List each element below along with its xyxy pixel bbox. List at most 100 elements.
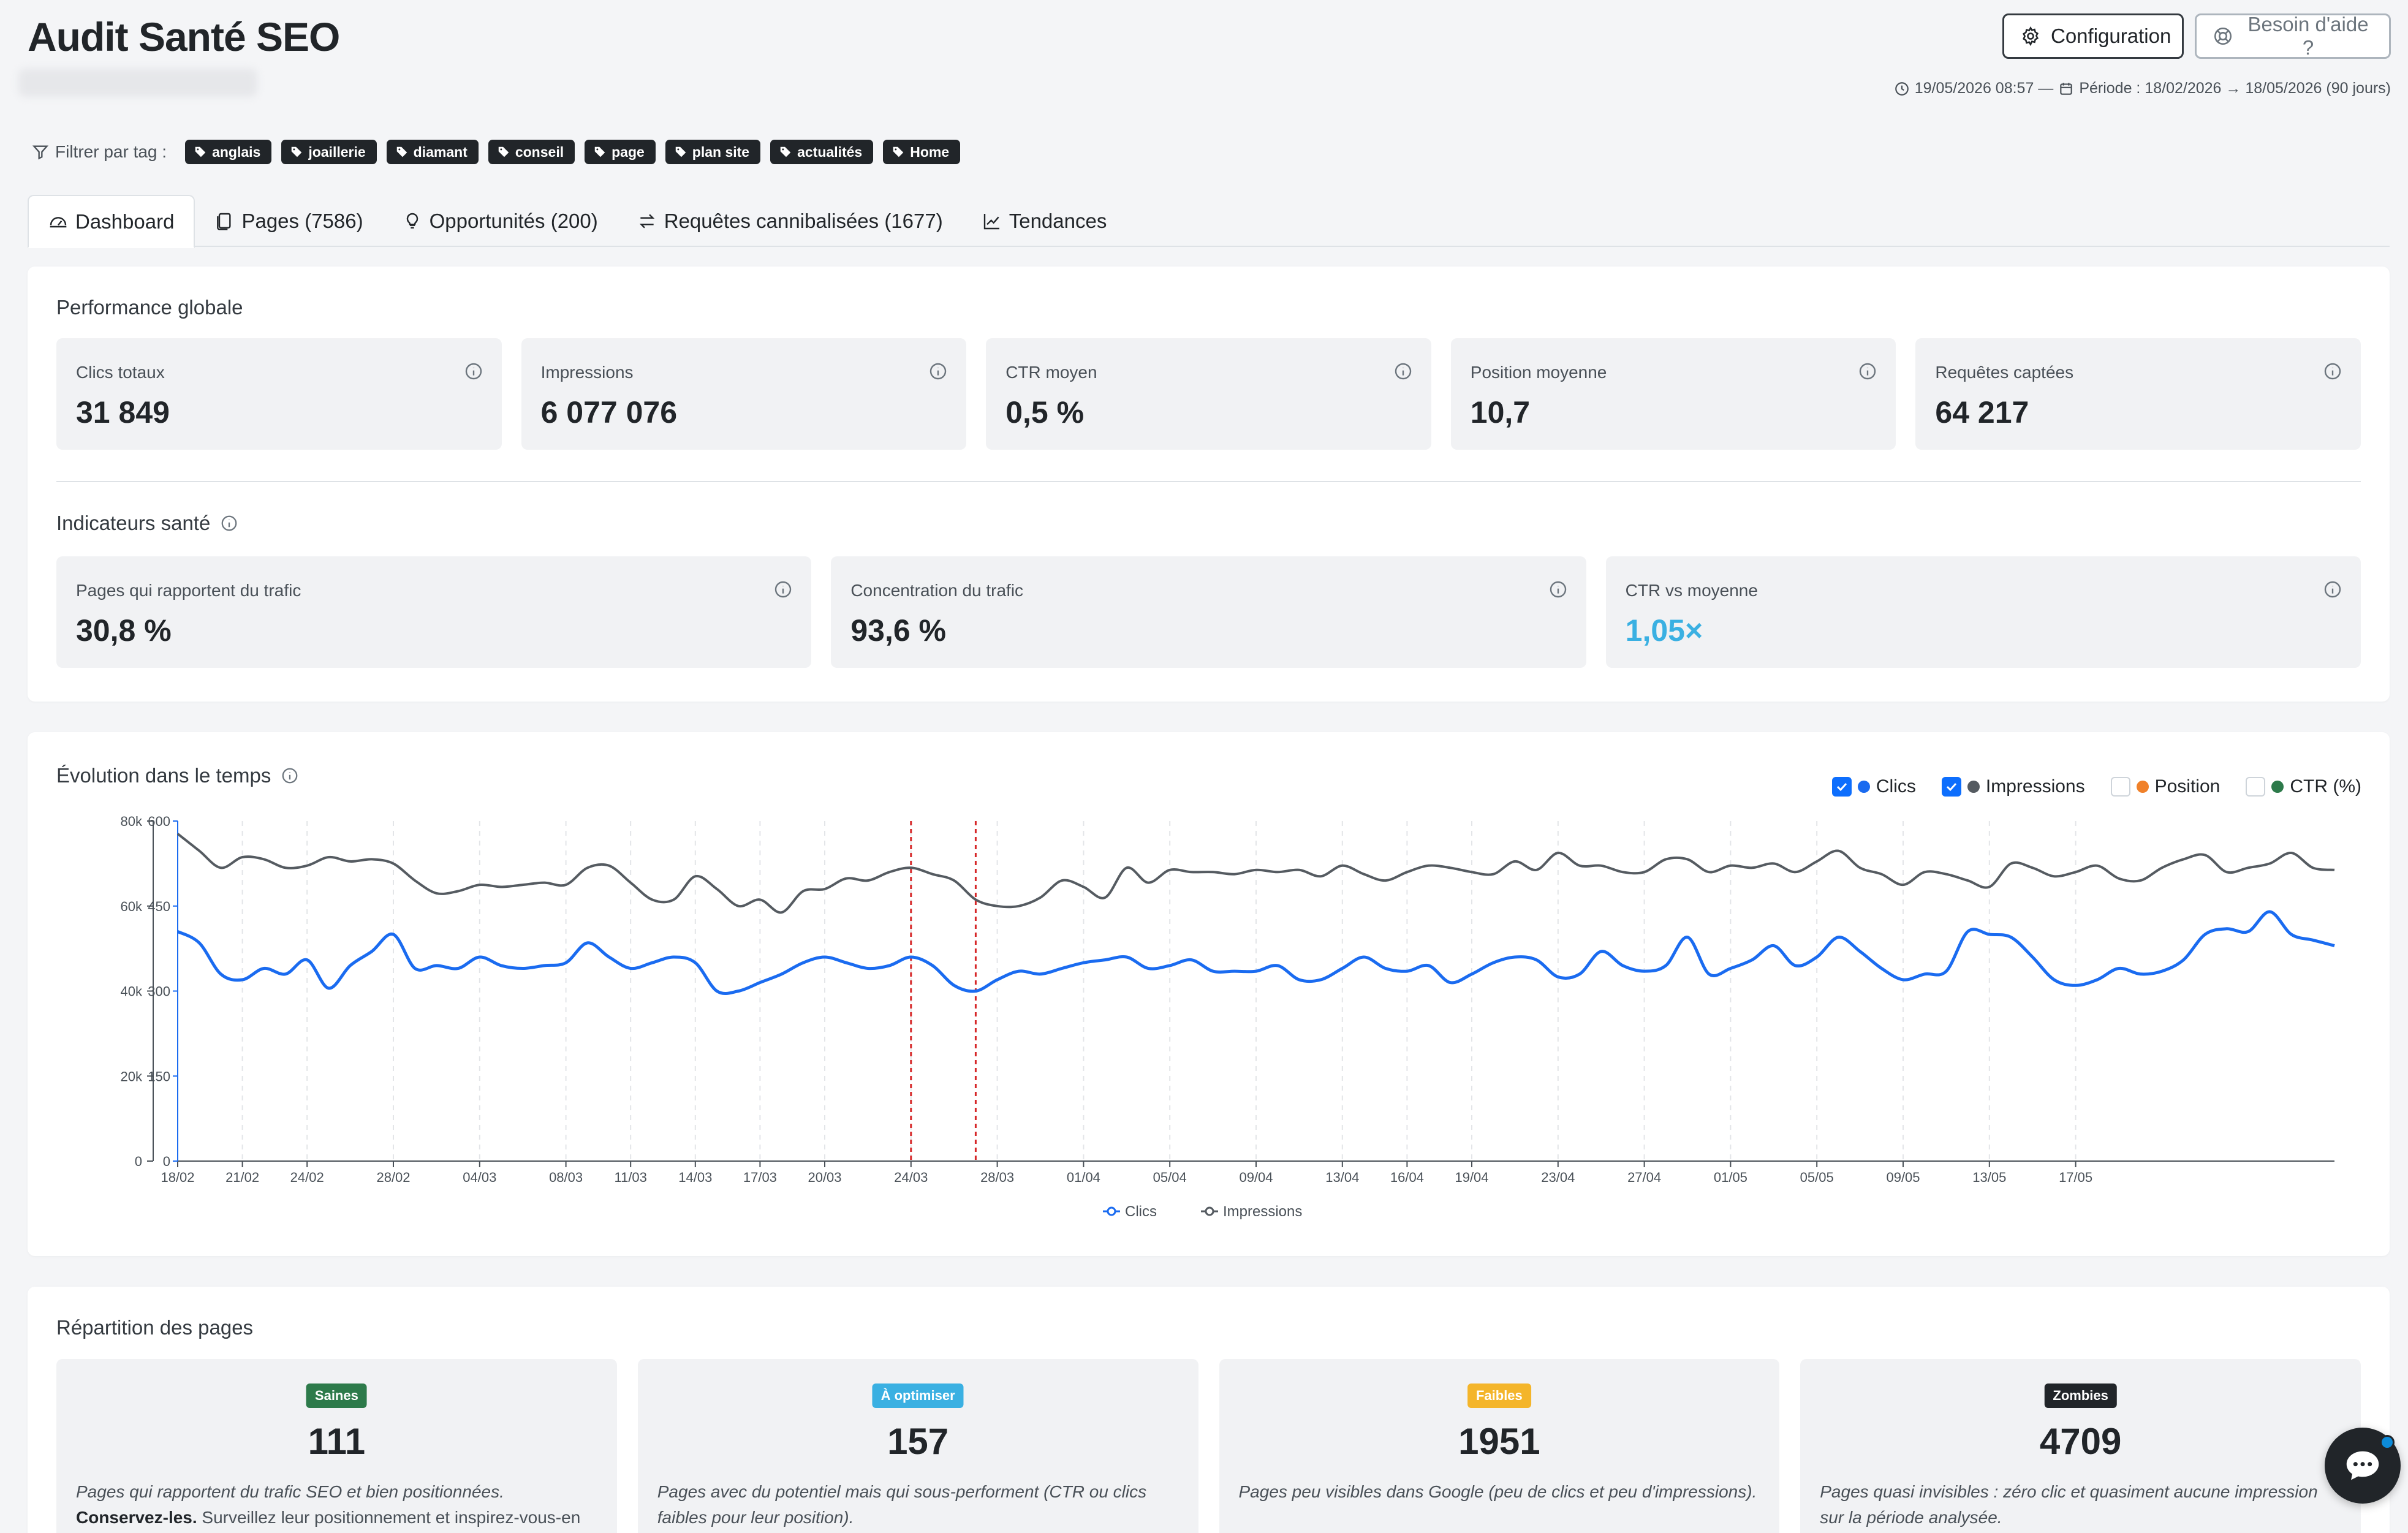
funnel-icon — [32, 145, 49, 160]
x-tick-label: 24/03 — [894, 1170, 928, 1185]
tag-label: actualités — [797, 143, 863, 160]
tab-label: Tendances — [1009, 209, 1107, 232]
distribution-title: Répartition des pages — [56, 1316, 254, 1339]
y-left-tick-label: 0 — [135, 1154, 142, 1169]
performance-title: Performance globale — [56, 296, 243, 319]
series-color-dot — [2271, 781, 2284, 793]
tag-chip[interactable]: anglais — [185, 140, 272, 164]
x-tick-label: 21/02 — [225, 1170, 259, 1185]
tag-list: anglais joaillerie diamant conseil page plan … — [185, 140, 961, 164]
tag-icon — [594, 146, 605, 157]
series-line-impressions — [176, 833, 2335, 914]
tag-chip[interactable]: page — [585, 140, 656, 164]
dist-card-faibles: Faibles 1951 Pages peu visibles dans Googl… — [1219, 1359, 1780, 1533]
card-description: Pages avec du potentiel mais qui sous-pe… — [657, 1479, 1179, 1531]
info-icon[interactable] — [1393, 361, 1413, 381]
series-color-dot — [2136, 781, 2149, 793]
info-icon[interactable] — [281, 766, 299, 785]
filter-label: Filtrer par tag : — [32, 142, 167, 162]
description-text: Pages qui rapportent du trafic SEO et bi… — [76, 1482, 504, 1501]
kpi-label: Pages qui rapportent du trafic — [76, 581, 301, 600]
info-icon[interactable] — [2323, 580, 2342, 599]
info-icon[interactable] — [2323, 361, 2342, 381]
toggle-label: CTR (%) — [2290, 776, 2361, 797]
tab-pages[interactable]: Pages (7586) — [195, 195, 382, 247]
tag-label: page — [611, 143, 645, 160]
x-tick-label: 17/05 — [2059, 1170, 2092, 1185]
tab-opportunites[interactable]: Opportunités (200) — [383, 195, 618, 247]
chart-legend: Clics Impressions — [1103, 1203, 1302, 1220]
tag-chip[interactable]: joaillerie — [281, 140, 377, 164]
toggle-clics[interactable]: Clics — [1831, 776, 1916, 797]
tag-chip[interactable]: diamant — [386, 140, 479, 164]
series-toggles: Clics Impressions Position CTR (%) — [1814, 776, 2361, 797]
gear-icon — [2022, 26, 2039, 47]
toggle-ctr[interactable]: CTR (%) — [2246, 776, 2361, 797]
y-left-tick-label: 80k — [121, 814, 143, 829]
tag-label: joaillerie — [308, 143, 366, 160]
x-tick-label: 17/03 — [743, 1170, 777, 1185]
tag-label: plan site — [692, 143, 750, 160]
toggle-label: Clics — [1876, 776, 1916, 797]
tag-icon — [292, 146, 302, 157]
kpi-card: Position moyenne 10,7 — [1450, 338, 1896, 450]
kpi-label: Position moyenne — [1470, 363, 1607, 382]
checkbox[interactable] — [1941, 777, 1961, 797]
trend-chart-icon — [983, 213, 999, 229]
x-tick-label: 04/03 — [463, 1170, 496, 1185]
kpi-label: Requêtes captées — [1935, 363, 2074, 382]
tag-icon — [675, 146, 686, 157]
kpi-card: CTR moyen 0,5 % — [986, 338, 1431, 450]
kpi-card: CTR vs moyenne 1,05× — [1605, 556, 2361, 668]
x-tick-label: 08/03 — [549, 1170, 583, 1185]
checkbox[interactable] — [1831, 777, 1852, 797]
toggle-label: Impressions — [1985, 776, 2085, 797]
page-count: 111 — [308, 1421, 366, 1462]
configuration-button[interactable]: Configuration — [2002, 13, 2184, 59]
help-button[interactable]: Besoin d'aide ? — [2195, 13, 2391, 59]
tag-chip[interactable]: actualités — [770, 140, 874, 164]
tab-tendances[interactable]: Tendances — [963, 195, 1127, 247]
lifebuoy-icon — [2214, 27, 2232, 45]
series-color-dot — [1857, 781, 1870, 793]
checkbox[interactable] — [2110, 777, 2130, 797]
toggle-impressions[interactable]: Impressions — [1941, 776, 2085, 797]
lightbulb-icon — [406, 213, 418, 229]
notification-dot — [2380, 1435, 2395, 1450]
x-tick-label: 11/03 — [614, 1170, 646, 1185]
x-tick-label: 05/05 — [1800, 1170, 1834, 1185]
x-tick-label: 24/02 — [290, 1170, 324, 1185]
note-bold: Conservez-les. — [76, 1508, 197, 1527]
tag-chip[interactable]: plan site — [665, 140, 761, 164]
legend-label: Impressions — [1223, 1203, 1302, 1220]
info-icon[interactable] — [1548, 580, 1568, 599]
info-icon[interactable] — [773, 580, 793, 599]
generated-at: 19/05/2026 08:57 — — [1914, 80, 2054, 97]
y-left-tick-label: 60k — [121, 899, 143, 914]
tab-label: Requêtes cannibalisées (1677) — [664, 209, 943, 232]
info-icon[interactable] — [464, 361, 483, 381]
y-left-tick-label: 20k — [121, 1069, 143, 1084]
toggle-position[interactable]: Position — [2110, 776, 2220, 797]
dist-card-a-optimiser: À optimiser 157 Pages avec du potentiel ma… — [637, 1359, 1198, 1533]
info-icon[interactable] — [1858, 361, 1877, 381]
y-right-tick-label: 300 — [148, 984, 170, 999]
tab-dashboard[interactable]: Dashboard — [28, 195, 195, 248]
tag-chip[interactable]: conseil — [488, 140, 575, 164]
evolution-card: Évolution dans le temps Clics Impressions… — [28, 732, 2390, 1256]
tab-requetes-cannibalisees[interactable]: Requêtes cannibalisées (1677) — [618, 195, 963, 247]
chat-button[interactable] — [2325, 1428, 2401, 1504]
checkbox[interactable] — [2246, 777, 2266, 797]
tag-label: diamant — [413, 143, 468, 160]
legend-marker — [1107, 1206, 1116, 1216]
kpi-label: CTR vs moyenne — [1625, 581, 1758, 600]
info-icon[interactable] — [220, 514, 238, 532]
card-description: Pages quasi invisibles : zéro clic et qu… — [1820, 1479, 2341, 1531]
kpi-value: 64 217 — [1935, 395, 2029, 430]
x-tick-label: 28/03 — [980, 1170, 1014, 1185]
info-icon[interactable] — [928, 361, 948, 381]
x-tick-label: 13/04 — [1325, 1170, 1359, 1185]
tag-chip[interactable]: Home — [883, 140, 961, 164]
y-left-tick-label: 40k — [121, 984, 143, 999]
legend-label: Clics — [1125, 1203, 1157, 1220]
